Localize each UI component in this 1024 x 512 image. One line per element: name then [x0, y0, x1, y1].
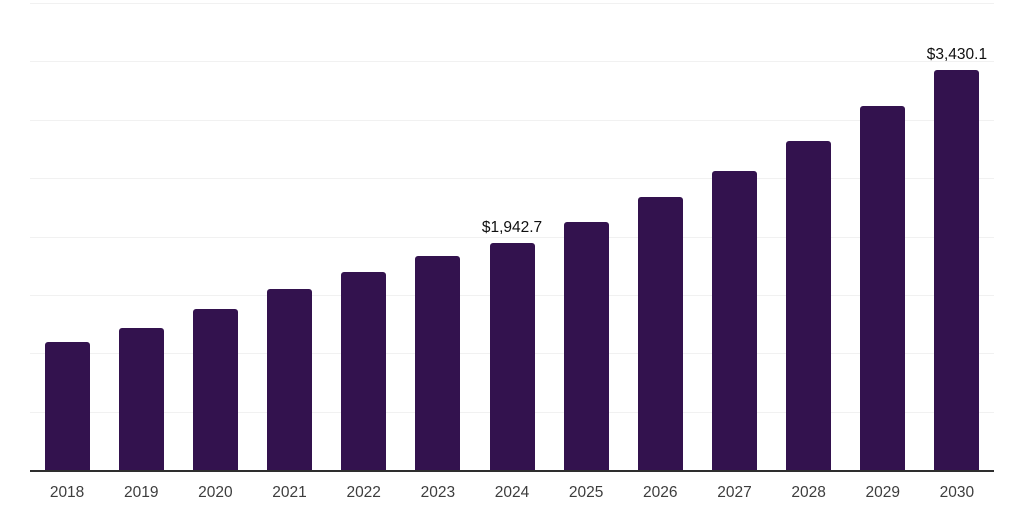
- gridline: [30, 236, 994, 238]
- x-axis-line: [30, 470, 994, 472]
- bar-2018: [44, 341, 90, 470]
- gridline: [30, 119, 994, 121]
- x-tick-label-2025: 2025: [568, 484, 604, 501]
- bar-2027: [711, 170, 757, 470]
- x-tick-label-2023: 2023: [420, 484, 456, 501]
- bar-2030: [934, 69, 980, 470]
- x-tick-label-2020: 2020: [198, 484, 233, 501]
- value-label-2024: $1,942.7: [481, 219, 543, 237]
- bar-2026: [637, 197, 683, 470]
- x-tick-label-2026: 2026: [643, 484, 678, 501]
- x-tick-label-2027: 2027: [717, 484, 752, 501]
- bar-2025: [563, 221, 609, 470]
- x-tick-label-2028: 2028: [791, 484, 826, 501]
- x-tick-label-2018: 2018: [49, 484, 85, 501]
- x-tick-label-2019: 2019: [123, 484, 159, 501]
- gridline: [30, 178, 994, 180]
- bar-2024: [489, 243, 535, 470]
- bar-2020: [192, 309, 238, 470]
- x-tick-label-2024: 2024: [494, 484, 530, 501]
- x-tick-label-2030: 2030: [939, 484, 975, 501]
- bar-2028: [786, 140, 832, 470]
- bar-2022: [341, 272, 387, 470]
- x-tick-label-2021: 2021: [272, 484, 307, 501]
- gridline: [30, 61, 994, 63]
- x-tick-label-2029: 2029: [865, 484, 901, 501]
- x-tick-label-2022: 2022: [346, 484, 381, 501]
- bar-2029: [860, 106, 906, 470]
- value-label-2030: $3,430.1: [926, 45, 988, 63]
- bar-2021: [267, 289, 313, 470]
- gridline: [30, 3, 994, 4]
- bar-2023: [415, 256, 461, 470]
- bar-2019: [118, 328, 164, 470]
